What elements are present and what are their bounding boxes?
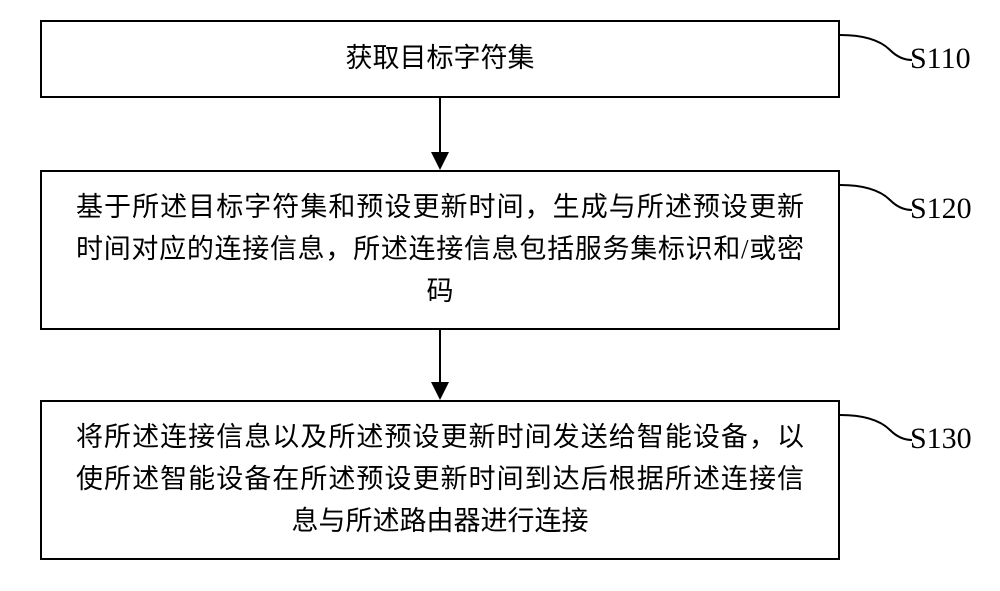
label-connector-s130	[840, 410, 912, 450]
label-connector-s120	[840, 180, 912, 220]
step-box-s130: 将所述连接信息以及所述预设更新时间发送给智能设备，以使所述智能设备在所述预设更新…	[40, 400, 840, 560]
step-text-s110: 获取目标字符集	[312, 38, 569, 80]
arrow-head-2	[431, 382, 449, 400]
step-label-s110: S110	[910, 42, 971, 76]
step-box-s110: 获取目标字符集	[40, 20, 840, 98]
step-box-s120: 基于所述目标字符集和预设更新时间，生成与所述预设更新时间对应的连接信息，所述连接…	[40, 170, 840, 330]
arrow-head-1	[431, 152, 449, 170]
step-text-s120: 基于所述目标字符集和预设更新时间，生成与所述预设更新时间对应的连接信息，所述连接…	[42, 187, 838, 313]
flowchart-canvas: 获取目标字符集 S110 基于所述目标字符集和预设更新时间，生成与所述预设更新时…	[0, 0, 1000, 591]
step-text-s130: 将所述连接信息以及所述预设更新时间发送给智能设备，以使所述智能设备在所述预设更新…	[42, 417, 838, 543]
arrow-line-1	[439, 98, 441, 152]
label-connector-s110	[840, 30, 912, 70]
step-label-s130: S130	[910, 422, 972, 456]
step-label-s120: S120	[910, 192, 972, 226]
arrow-line-2	[439, 330, 441, 382]
